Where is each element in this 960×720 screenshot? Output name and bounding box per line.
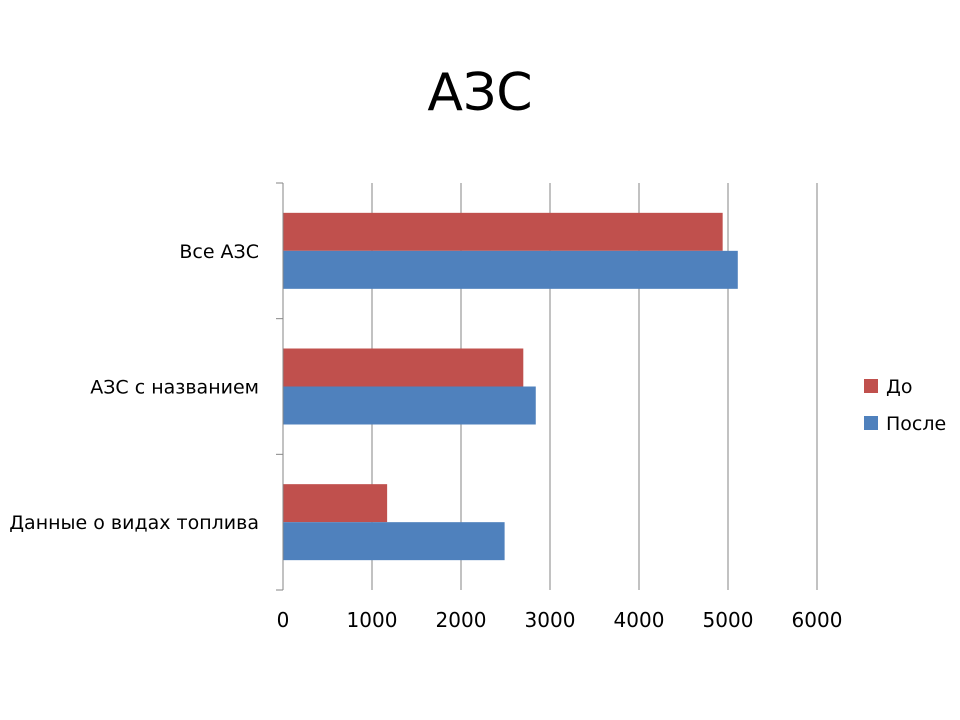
x-tick-label: 5000 — [703, 608, 754, 632]
category-labels: Все АЗС АЗС с названием Данные о видах топ… — [9, 241, 259, 534]
legend-swatch — [864, 379, 878, 393]
category-label: АЗС с названием — [90, 377, 259, 399]
x-axis-tick-labels: 0 1000 2000 3000 4000 5000 6000 — [277, 608, 843, 632]
x-tick-label: 1000 — [347, 608, 398, 632]
category-label: Данные о видах топлива — [9, 512, 259, 534]
bar — [283, 250, 738, 289]
category-label: Все АЗС — [179, 241, 259, 263]
bar — [283, 386, 536, 425]
x-tick-label: 4000 — [614, 608, 665, 632]
bar — [283, 484, 388, 523]
x-tick-label: 6000 — [792, 608, 843, 632]
x-tick-label: 0 — [277, 608, 290, 632]
legend: До После — [864, 376, 946, 435]
x-tick-label: 3000 — [525, 608, 576, 632]
legend-label: После — [886, 413, 946, 435]
bar — [283, 522, 505, 561]
axes — [276, 182, 284, 591]
x-tick-label: 2000 — [436, 608, 487, 632]
legend-label: До — [886, 376, 912, 398]
bar — [283, 212, 723, 251]
page-title: АЗС — [427, 63, 533, 123]
bars — [283, 212, 738, 561]
legend-swatch — [864, 416, 878, 430]
bar — [283, 348, 524, 387]
